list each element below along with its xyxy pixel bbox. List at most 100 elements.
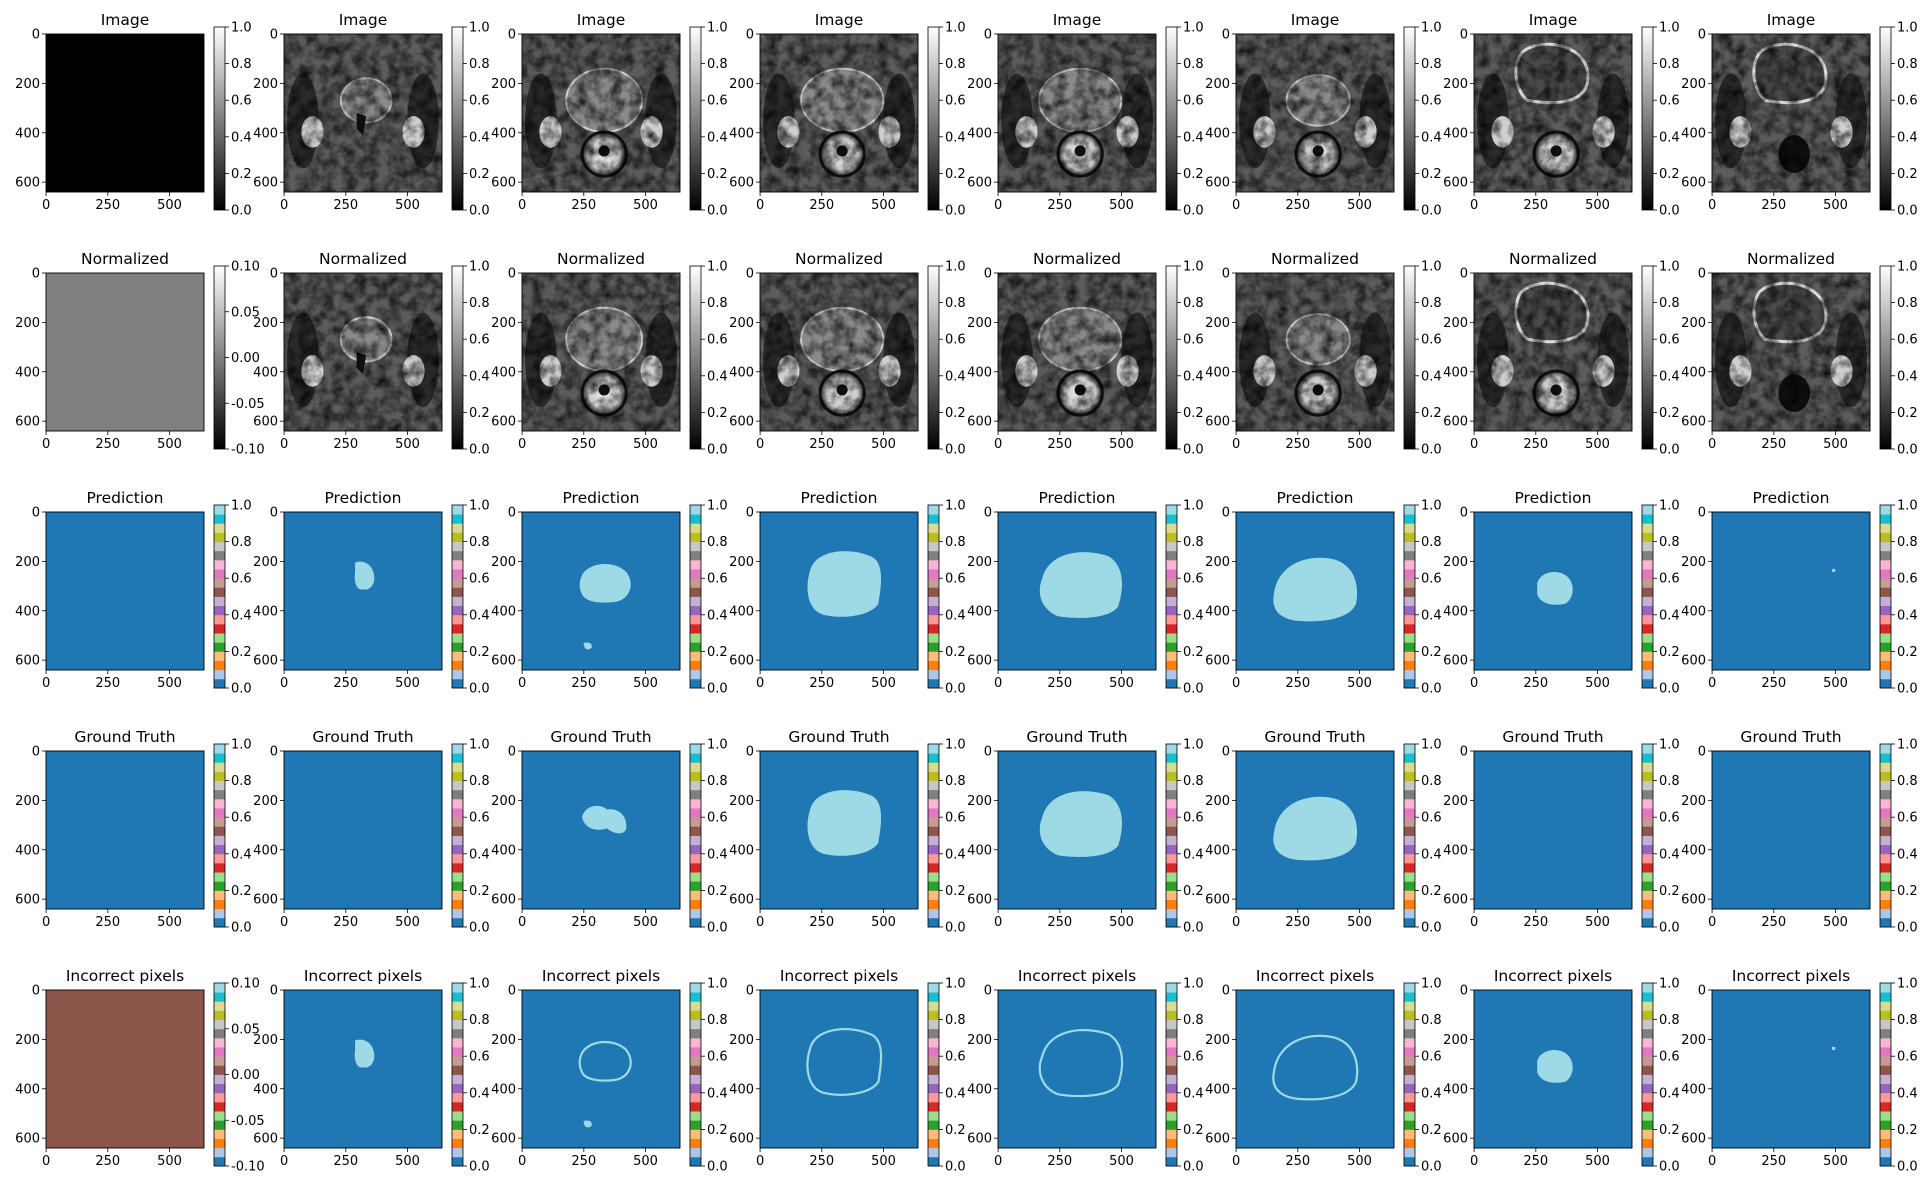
colorbar-segment [452,505,463,515]
colorbar-segment [1642,1001,1653,1011]
colorbar-segment [1642,514,1653,524]
colorbar-tick-label: 0.0 [469,682,490,697]
colorbar-segment [928,908,939,919]
x-tick-label: 250 [95,915,120,930]
colorbar-segment [452,992,463,1002]
colorbar-tick-label: 0.6 [1183,572,1204,587]
colorbar-segment [1166,771,1177,781]
colorbar-segment [452,753,463,763]
colorbar-segment [928,899,939,910]
y-tick-label: 600 [729,893,754,908]
colorbar-segment [1642,917,1653,928]
panel-r5-c3: Incorrect pixels 0 250 500 0 200 400 600 0.0 0.2 0… [491,967,728,1175]
colorbar-tick-label: 1.0 [231,499,252,514]
colorbar-tick-label: 0.8 [1183,296,1204,311]
colorbar-tick-label: 0.0 [707,682,728,697]
y-tick-label: 200 [1681,555,1706,570]
panel-title: Image [339,11,388,29]
colorbar-tick-label: 1.0 [1421,260,1442,275]
y-tick-label: 0 [746,745,754,760]
colorbar-segment [214,899,225,910]
colorbar-frame [1403,26,1416,211]
colorbar-segment [1404,514,1415,524]
colorbar-tick-label: 0.8 [1183,1013,1204,1028]
colorbar-segment [452,523,463,533]
colorbar-tick-label: 0.6 [1659,811,1680,826]
colorbar-tick-label: 0.6 [1897,572,1918,587]
y-tick-label: 200 [1681,316,1706,331]
colorbar-segment [1404,1092,1415,1103]
colorbar-segment [1404,532,1415,542]
colorbar-tick-label: 0.0 [1183,921,1204,936]
mri-noise [1712,34,1870,192]
colorbar-tick-label: 0.10 [231,260,260,275]
colorbar-segment [1166,1147,1177,1158]
x-tick-label: 500 [395,198,420,213]
colorbar-segment [214,798,225,809]
colorbar-tick-label: 0.0 [1659,682,1680,697]
colorbar-segment [214,587,225,597]
colorbar-segment [928,1037,939,1048]
x-tick-label: 500 [633,1154,658,1169]
mask-region [1537,571,1573,605]
axes-frame [1473,511,1633,671]
y-tick-label: 200 [967,555,992,570]
panel-title: Prediction [1276,489,1353,507]
y-tick-label: 600 [729,654,754,669]
colorbar-gradient [690,266,701,449]
colorbar-tick-label: 0.0 [1183,204,1204,219]
colorbar-segment [452,899,463,910]
colorbar-segment [214,550,225,561]
y-tick-label: 200 [1681,794,1706,809]
panel-title: Normalized [1509,250,1597,268]
colorbar-frame [1165,265,1178,450]
colorbar-segment [1642,798,1653,809]
y-tick-label: 400 [1443,1082,1468,1097]
colorbar-segment [214,532,225,542]
mask-region [807,790,882,856]
colorbar-tick-label: 0.8 [945,1013,966,1028]
x-tick-label: 250 [571,1154,596,1169]
panel-r1-c7: Image 0 250 500 0 200 400 600 0.0 0.2 0.4 0.6 0.8 1.0 [1443,11,1680,219]
colorbar-tick-label: 0.6 [1659,94,1680,109]
colorbar-segment [928,1074,939,1085]
colorbar-frame [927,504,940,689]
colorbar-tick-label: 1.0 [1897,738,1918,753]
y-tick-label: 600 [491,893,516,908]
colorbar-segment [452,881,463,891]
colorbar-segment [1166,623,1177,634]
colorbar-segment [690,1065,701,1075]
colorbar-segment [214,642,225,652]
colorbar-segment [452,1047,463,1057]
colorbar-tick-label: 0.6 [1897,94,1918,109]
colorbar-frame [1165,504,1178,689]
colorbar-segment [928,853,939,864]
colorbar-segment [1404,550,1415,561]
colorbar-tick-label: 1.0 [1897,977,1918,992]
colorbar-tick-label: 1.0 [231,738,252,753]
colorbar-tick-label: 0.2 [707,406,728,421]
y-tick-label: 200 [15,77,40,92]
colorbar-segment [1642,789,1653,800]
colorbar-segment [690,1047,701,1057]
colorbar-tick-label: 0.8 [1421,1013,1442,1028]
colorbar-segment [1642,1156,1653,1167]
colorbar-segment [928,992,939,1002]
colorbar-frame [1879,265,1892,450]
axes-frame [1711,989,1871,1149]
colorbar-tick-label: 0.4 [1659,369,1680,384]
mask-background [1236,990,1394,1148]
x-tick-label: 250 [1523,1154,1548,1169]
axes-frame [997,989,1157,1149]
panel-r3-c5: Prediction 0 250 500 0 200 400 600 0.0 0.2 0.4 0.6 0… [967,489,1204,697]
colorbar-segment [1880,651,1891,661]
colorbar-segment [690,505,701,515]
y-tick-label: 600 [1681,1132,1706,1147]
colorbar-tick-label: 0.4 [707,847,728,862]
colorbar-tick-label: 1.0 [1183,499,1204,514]
colorbar-tick-label: 0.4 [231,130,252,145]
colorbar-tick-label: 0.6 [1659,333,1680,348]
colorbar-gradient [1404,27,1415,210]
colorbar-tick-label: 0.2 [707,645,728,660]
colorbar-gradient [928,266,939,449]
